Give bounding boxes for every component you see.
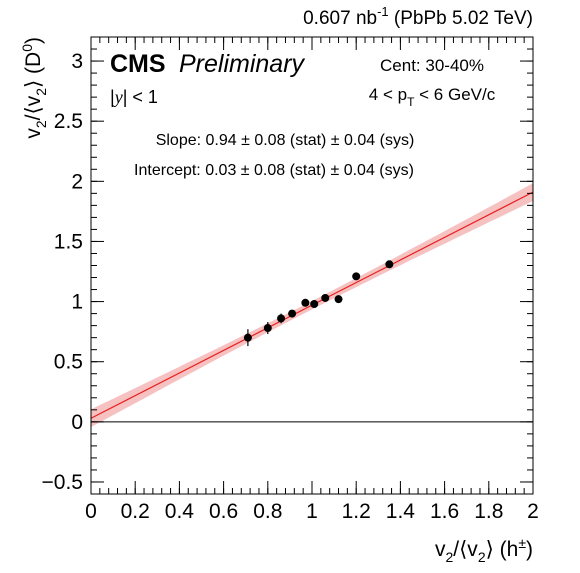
rapidity-label: |y| < 1 (110, 87, 158, 107)
y-tick-label: −0.5 (42, 471, 83, 494)
slope-label: Slope: 0.94 ± 0.08 (stat) ± 0.04 (sys) (156, 132, 415, 149)
pt-range-label: 4 < pT < 6 GeV/c (369, 85, 496, 109)
x-tick-label: 0 (85, 500, 97, 523)
cms-label: CMS (110, 50, 166, 78)
y-tick-label: 3 (71, 50, 83, 73)
data-point-marker (288, 309, 297, 318)
axis-ticks-layer: 0 0.2 0.4 0.6 0.8 1 1.2 1.4 1.6 1.8 2−0.500.511.52… (42, 36, 539, 523)
data-point (263, 322, 272, 335)
data-point (385, 260, 394, 269)
x-tick-label: 1.2 (342, 500, 371, 523)
data-point-marker (301, 298, 310, 307)
data-point-marker (385, 260, 394, 269)
data-point (310, 299, 319, 308)
x-tick-label: 1.6 (430, 500, 459, 523)
x-tick-label: 2 (527, 500, 539, 523)
y-axis-title: v2/⟨v2⟩ (D0) (19, 37, 49, 139)
y-tick-label: 1.5 (54, 230, 83, 253)
x-tick-label: 0.8 (253, 500, 282, 523)
x-tick-label: 1.8 (474, 500, 503, 523)
data-point-marker (243, 333, 252, 342)
x-tick-label: 0.6 (209, 500, 238, 523)
y-tick-label: 0.5 (54, 351, 83, 374)
data-point-marker (277, 314, 286, 323)
x-tick-label: 0.2 (121, 500, 150, 523)
data-point (277, 313, 286, 324)
preliminary-label: Preliminary (179, 50, 306, 78)
data-point (243, 329, 252, 347)
centrality-label: Cent: 30-40% (380, 56, 484, 75)
x-axis-title: v2/⟨v2⟩ (h±) (435, 535, 533, 565)
y-tick-label: 2 (71, 170, 83, 193)
x-tick-label: 0.4 (165, 500, 195, 523)
y-tick-label: 2.5 (54, 110, 83, 133)
y-tick-label: 0 (71, 411, 83, 434)
data-point (321, 293, 330, 302)
y-tick-label: 1 (71, 291, 83, 314)
data-point-marker (310, 299, 319, 308)
data-point (352, 272, 361, 281)
x-tick-label: 1.4 (386, 500, 416, 523)
data-point (301, 298, 310, 307)
data-point-marker (352, 272, 361, 281)
data-point-marker (263, 324, 272, 333)
luminosity-label: 0.607 nb-1 (PbPb 5.02 TeV) (303, 4, 533, 29)
x-tick-label: 1 (306, 500, 318, 523)
data-point (288, 309, 297, 318)
intercept-label: Intercept: 0.03 ± 0.08 (stat) ± 0.04 (sy… (134, 162, 414, 179)
data-point-marker (334, 295, 343, 304)
data-point (334, 295, 343, 304)
data-point-marker (321, 293, 330, 302)
data-points-layer (243, 260, 394, 347)
